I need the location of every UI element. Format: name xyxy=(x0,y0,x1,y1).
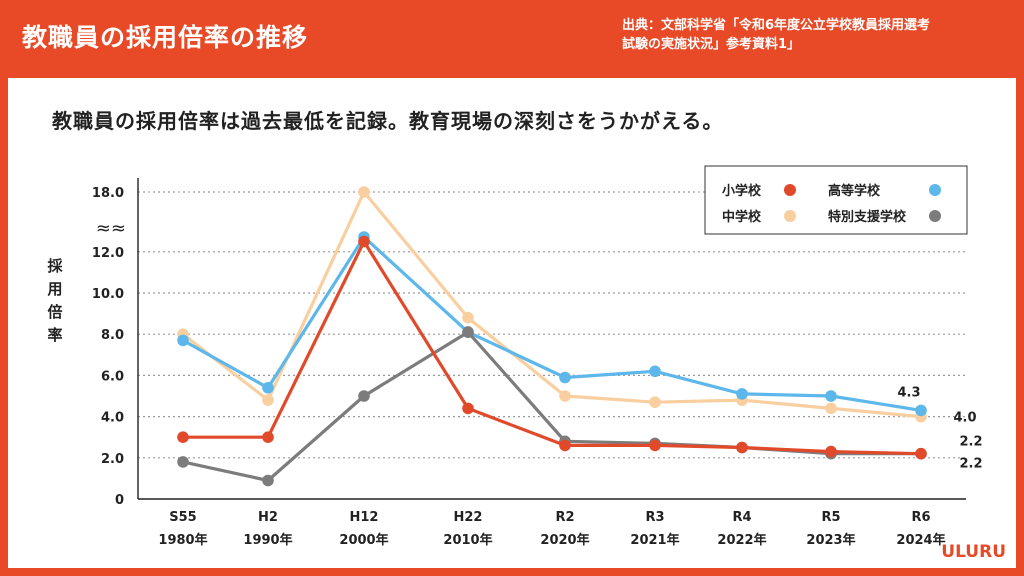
y-axis-label-char: 用 xyxy=(47,280,62,298)
x-tick-label: H22 xyxy=(454,510,483,525)
end-value-label: 2.2 xyxy=(959,457,982,472)
data-point xyxy=(462,311,474,324)
y-axis-label-char: 採 xyxy=(47,257,63,275)
x-tick-year-label: 2023年 xyxy=(806,532,855,548)
data-point xyxy=(649,365,661,378)
y-tick-label: 0 xyxy=(115,493,124,508)
legend-box xyxy=(704,165,968,235)
data-point xyxy=(262,394,274,406)
end-value-label: 2.2 xyxy=(959,435,982,450)
data-point xyxy=(825,402,837,415)
y-tick-label: 2.0 xyxy=(101,452,124,467)
data-point xyxy=(915,447,927,460)
legend-marker xyxy=(784,184,796,196)
data-point xyxy=(736,388,748,400)
data-point xyxy=(177,334,189,347)
legend-marker xyxy=(929,184,941,196)
data-point xyxy=(262,431,274,444)
x-tick-year-label: 2010年 xyxy=(443,532,492,548)
page-title: 教職員の採用倍率の推移 xyxy=(22,23,309,52)
x-tick-year-label: 2000年 xyxy=(339,532,388,548)
legend-label: 中学校 xyxy=(722,209,762,225)
data-point xyxy=(559,390,571,402)
source-line-2: 試験の実施状況」参考資料1」 xyxy=(622,37,801,52)
x-tick-year-label: 2020年 xyxy=(540,532,589,548)
y-axis-label-char: 倍 xyxy=(47,303,62,321)
legend-marker xyxy=(929,210,941,222)
data-point xyxy=(559,371,571,384)
data-point xyxy=(177,456,189,468)
data-point xyxy=(559,439,571,452)
y-tick-label: 18.0 xyxy=(92,186,124,201)
data-point xyxy=(358,235,370,248)
legend-marker xyxy=(784,210,796,222)
x-tick-label: H2 xyxy=(258,510,278,525)
data-point xyxy=(462,402,474,415)
x-tick-label: R4 xyxy=(732,510,751,525)
x-tick-label: H12 xyxy=(350,510,379,525)
legend-label: 特別支援学校 xyxy=(828,209,907,225)
axis-break-mark: ≈≈ xyxy=(96,218,126,239)
data-point xyxy=(649,439,661,452)
end-value-label: 4.3 xyxy=(897,385,920,400)
legend-label: 小学校 xyxy=(722,183,762,199)
data-point xyxy=(825,390,837,402)
data-point xyxy=(358,186,370,198)
data-point xyxy=(177,431,189,444)
brand-logo: ULURU xyxy=(941,542,1006,562)
data-point xyxy=(915,404,927,417)
x-tick-year-label: 2021年 xyxy=(630,532,679,548)
x-tick-year-label: 1980年 xyxy=(158,532,207,548)
y-axis-label-char: 率 xyxy=(47,326,62,344)
data-point xyxy=(736,441,748,454)
data-point xyxy=(262,474,274,487)
y-tick-label: 10.0 xyxy=(92,287,124,302)
y-tick-label: 12.0 xyxy=(92,246,124,261)
content-panel: 教職員の採用倍率は過去最低を記録。教育現場の深刻さをうかがえる。 0 2.0 4.0… xyxy=(8,78,1016,568)
x-tick-label: R6 xyxy=(911,510,930,525)
source-line-1: 出典：文部科学省「令和6年度公立学校教員採用選考 xyxy=(622,18,931,33)
y-tick-label: 6.0 xyxy=(101,369,124,384)
data-point xyxy=(262,382,274,394)
y-tick-label: 8.0 xyxy=(101,328,124,343)
line-chart: 0 2.0 4.0 6.0 8.0 10.0 12.0 18.0 ≈≈ 採用倍率 S55 1980年 H… xyxy=(47,165,983,548)
legend-label: 高等学校 xyxy=(828,183,881,199)
x-tick-year-label: 1990年 xyxy=(243,532,292,548)
x-tick-year-label: 2024年 xyxy=(896,532,945,548)
x-tick-year-label: 2022年 xyxy=(717,532,766,548)
y-tick-label: 4.0 xyxy=(101,411,124,426)
x-tick-label: R2 xyxy=(555,510,574,525)
data-point xyxy=(649,396,661,409)
end-value-label: 4.0 xyxy=(953,411,976,426)
data-point xyxy=(825,445,837,458)
headline: 教職員の採用倍率は過去最低を記録。教育現場の深刻さをうかがえる。 xyxy=(52,109,724,133)
x-tick-label: S55 xyxy=(169,510,196,525)
source-citation: 出典：文部科学省「令和6年度公立学校教員採用選考 試験の実施状況」参考資料1」 xyxy=(622,16,1012,54)
x-tick-label: R5 xyxy=(821,510,840,525)
data-point xyxy=(462,326,474,338)
x-tick-label: R3 xyxy=(645,510,664,525)
data-point xyxy=(358,390,370,402)
